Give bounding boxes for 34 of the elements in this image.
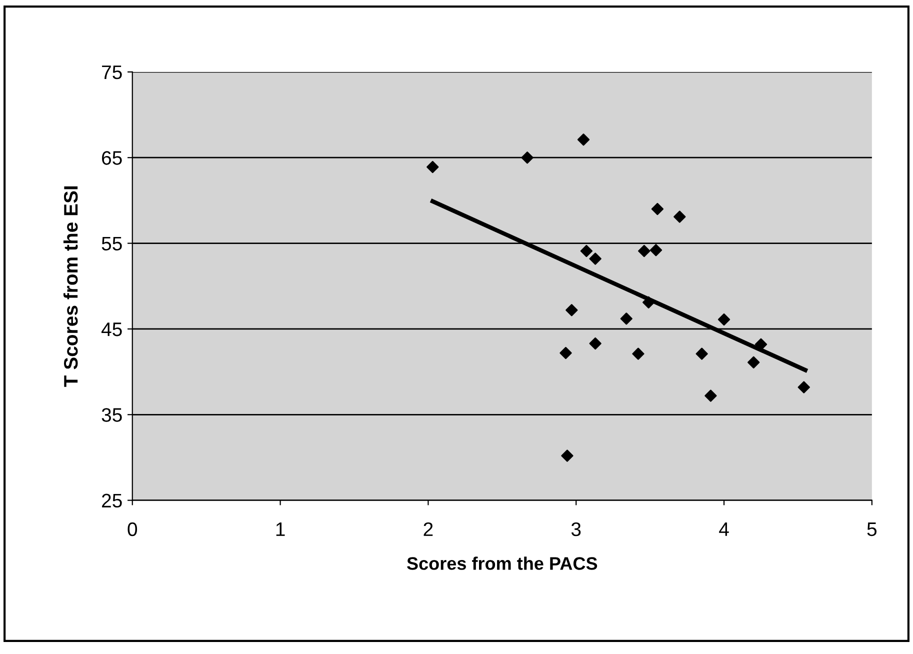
x-tick-label: 2 — [424, 522, 433, 536]
y-tick-label: 35 — [102, 408, 122, 422]
point — [566, 304, 578, 316]
point — [651, 202, 664, 216]
point — [632, 348, 644, 360]
point — [696, 348, 708, 360]
x-tick-label: 0 — [128, 522, 138, 536]
x-tick-label: 1 — [276, 522, 285, 536]
y-tick-label: 55 — [102, 236, 122, 251]
point — [521, 152, 534, 164]
y-axis-title: T Scores from the ESI — [63, 186, 78, 387]
y-tick-label: 75 — [102, 66, 122, 80]
point — [798, 381, 810, 394]
x-axis-title: Scores from the PACS — [407, 556, 598, 570]
point — [620, 312, 632, 325]
y-tick-label: 25 — [102, 494, 122, 508]
point — [561, 450, 574, 462]
x-tick-label: 4 — [719, 522, 729, 536]
point — [718, 313, 730, 326]
point — [704, 390, 717, 402]
point — [748, 356, 760, 368]
point — [580, 244, 593, 258]
point — [577, 134, 590, 146]
point — [638, 244, 650, 258]
point — [426, 160, 439, 174]
x-tick-label: 3 — [571, 522, 581, 536]
point — [589, 337, 602, 350]
y-tick-label: 45 — [101, 322, 122, 336]
point — [674, 210, 686, 223]
x-tick-label: 5 — [867, 522, 877, 536]
point — [589, 252, 602, 265]
point — [560, 346, 572, 360]
point — [650, 244, 662, 256]
y-tick-label: 65 — [102, 151, 122, 165]
